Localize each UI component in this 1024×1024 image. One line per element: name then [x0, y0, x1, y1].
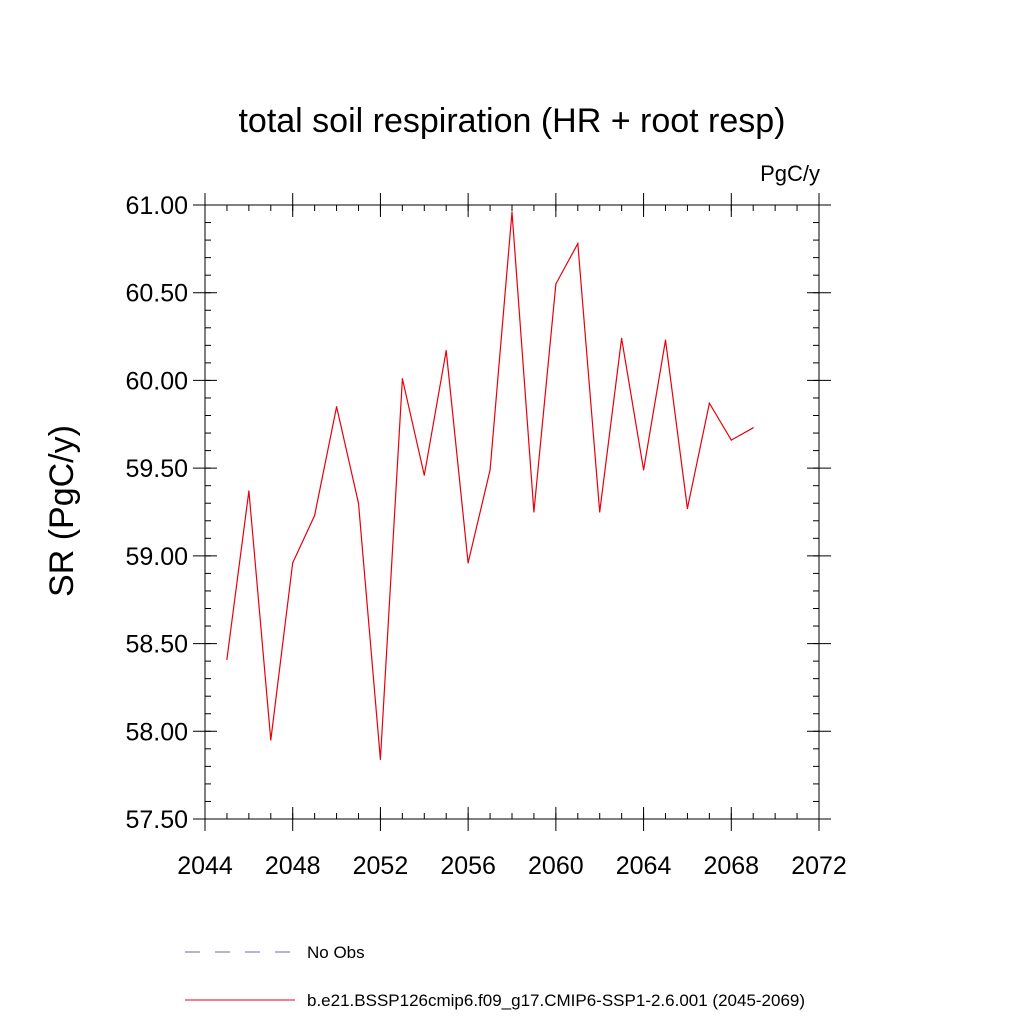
units-label: PgC/y — [760, 161, 820, 186]
data-point — [533, 511, 535, 513]
y-axis: 57.50 58.00 58.50 59.00 59.50 60.00 60.50 61.00 — [125, 192, 831, 834]
data-point — [664, 339, 667, 341]
legend: No Obs b.e21.BSSP126cmip6.f09_g17.CMIP6-… — [185, 943, 805, 1010]
x-tick-label: 2056 — [440, 852, 496, 880]
x-tick-label: 2064 — [616, 852, 672, 880]
data-point — [445, 350, 447, 352]
x-tick-label: 2048 — [265, 852, 321, 880]
legend-label-no-obs: No Obs — [307, 943, 365, 962]
data-point — [686, 507, 689, 510]
y-tick-label: 58.50 — [125, 631, 188, 659]
data-point — [226, 658, 228, 660]
series-layer — [226, 211, 754, 760]
data-point — [621, 337, 623, 339]
data-point — [379, 758, 382, 760]
minor-ticks — [204, 204, 820, 820]
y-tick-label: 59.50 — [125, 455, 188, 483]
y-tick-label: 57.50 — [125, 806, 188, 834]
data-point — [577, 242, 579, 245]
data-point — [314, 514, 316, 517]
y-tick-label: 60.00 — [125, 367, 188, 395]
data-point — [357, 502, 360, 504]
series-line — [226, 211, 754, 760]
data-point — [423, 474, 425, 476]
x-tick-label: 2052 — [353, 852, 409, 880]
data-point — [489, 469, 491, 471]
data-point — [335, 406, 338, 408]
x-tick-label: 2060 — [528, 852, 584, 880]
data-point — [642, 469, 645, 471]
y-tick-label: 59.00 — [125, 543, 188, 571]
data-point — [511, 211, 513, 213]
x-tick-label: 2068 — [703, 852, 759, 880]
y-tick-label: 58.00 — [125, 718, 188, 746]
data-point — [752, 427, 754, 429]
data-point — [599, 511, 601, 513]
x-axis: 2044 2048 2052 2056 2060 2064 2068 2072 — [177, 193, 847, 880]
y-tick-label: 61.00 — [125, 192, 188, 220]
data-point — [555, 283, 557, 285]
y-axis-label: SR (PgC/y) — [43, 425, 81, 597]
legend-label-model-run: b.e21.BSSP126cmip6.f09_g17.CMIP6-SSP1-2.… — [307, 991, 805, 1010]
data-point — [708, 402, 710, 404]
x-tick-label: 2044 — [177, 852, 233, 880]
plot-frame — [204, 204, 820, 820]
data-point — [248, 490, 250, 492]
data-point — [292, 562, 294, 564]
y-tick-label: 60.50 — [125, 280, 188, 308]
data-point — [270, 739, 272, 741]
chart-title: total soil respiration (HR + root resp) — [238, 102, 785, 140]
x-tick-label: 2072 — [791, 852, 847, 880]
data-point — [730, 439, 732, 441]
data-point — [401, 378, 403, 380]
data-point — [467, 562, 469, 564]
